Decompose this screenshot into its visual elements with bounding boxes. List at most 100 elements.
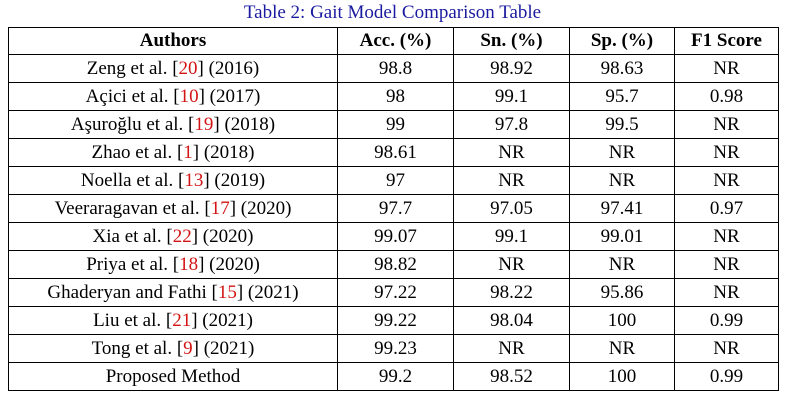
f1-score-cell: NR	[674, 110, 779, 139]
f1-score-cell: NR	[674, 250, 779, 279]
sensitivity-cell: NR	[453, 166, 570, 195]
sensitivity-cell: 98.92	[453, 54, 570, 83]
author-text: Xia et al. [	[92, 225, 173, 247]
author-cell: Noella et al. [13] (2019)	[8, 166, 338, 195]
header-authors: Authors	[8, 27, 338, 55]
table-row: Açici et al. [10] (2017) 98 99.1 95.7 0.98	[8, 82, 779, 111]
table-row: Ghaderyan and Fathi [15] (2021) 97.22 98.2…	[8, 278, 779, 307]
specificity-cell: NR	[569, 250, 675, 279]
author-cell: Zeng et al. [20] (2016)	[8, 54, 338, 83]
citation-link[interactable]: 1	[183, 141, 193, 163]
specificity-cell: 98.63	[569, 54, 675, 83]
author-year: ] (2020)	[191, 225, 254, 247]
specificity-cell: NR	[569, 166, 675, 195]
sensitivity-cell: NR	[453, 250, 570, 279]
citation-link[interactable]: 18	[179, 253, 199, 275]
comparison-table: Authors Acc. (%) Sn. (%) Sp. (%) F1 Scor…	[8, 27, 779, 391]
author-year: ] (2018)	[213, 113, 276, 135]
author-year: ] (2020)	[198, 253, 260, 275]
header-specificity: Sp. (%)	[569, 27, 675, 55]
author-year: ] (2016)	[197, 57, 260, 79]
citation-link[interactable]: 22	[172, 225, 192, 247]
accuracy-cell: 98	[337, 82, 454, 111]
author-year: ] (2020)	[229, 197, 292, 219]
accuracy-cell: 99.23	[337, 334, 454, 363]
sensitivity-cell: 98.52	[453, 362, 570, 391]
header-row: Authors Acc. (%) Sn. (%) Sp. (%) F1 Scor…	[8, 27, 779, 55]
table-row: Noella et al. [13] (2019) 97 NR NR NR	[8, 166, 779, 195]
accuracy-cell: 99.2	[337, 362, 454, 391]
table-row: Aşuroğlu et al. [19] (2018) 99 97.8 99.5 NR	[8, 110, 779, 139]
sensitivity-cell: 99.1	[453, 82, 570, 111]
author-year: ] (2019)	[203, 169, 266, 191]
sensitivity-cell: 99.1	[453, 222, 570, 251]
citation-link[interactable]: 15	[217, 281, 237, 303]
sensitivity-cell: 98.22	[453, 278, 570, 307]
author-year: ] (2021)	[191, 309, 253, 331]
specificity-cell: NR	[569, 334, 675, 363]
author-text: Proposed Method	[105, 365, 241, 387]
table-row: Tong et al. [9] (2021) 99.23 NR NR NR	[8, 334, 779, 363]
author-year: ] (2021)	[236, 281, 299, 303]
author-year: ] (2021)	[192, 337, 255, 359]
accuracy-cell: 97.22	[337, 278, 454, 307]
author-year: ] (2018)	[192, 141, 255, 163]
specificity-cell: 99.5	[569, 110, 675, 139]
citation-link[interactable]: 20	[178, 57, 198, 79]
author-cell: Proposed Method	[8, 362, 338, 391]
author-cell: Açici et al. [10] (2017)	[8, 82, 338, 111]
f1-score-cell: NR	[674, 166, 779, 195]
specificity-cell: 100	[569, 362, 675, 391]
citation-link[interactable]: 21	[172, 309, 192, 331]
accuracy-cell: 97	[337, 166, 454, 195]
table-row: Xia et al. [22] (2020) 99.07 99.1 99.01 NR	[8, 222, 779, 251]
citation-link[interactable]: 9	[183, 337, 193, 359]
accuracy-cell: 98.8	[337, 54, 454, 83]
author-text: Noella et al. [	[80, 169, 185, 191]
specificity-cell: 95.86	[569, 278, 675, 307]
accuracy-cell: 99.07	[337, 222, 454, 251]
table-caption: Table 2: Gait Model Comparison Table	[243, 2, 542, 23]
sensitivity-cell: NR	[453, 138, 570, 167]
author-cell: Xia et al. [22] (2020)	[8, 222, 338, 251]
author-text: Aşuroğlu et al. [	[70, 113, 195, 135]
f1-score-cell: NR	[674, 278, 779, 307]
table-row: Proposed Method 99.2 98.52 100 0.99	[8, 362, 779, 391]
sensitivity-cell: NR	[453, 334, 570, 363]
author-text: Liu et al. [	[93, 309, 173, 331]
specificity-cell: 100	[569, 306, 675, 335]
f1-score-cell: NR	[674, 334, 779, 363]
accuracy-cell: 97.7	[337, 194, 454, 223]
f1-score-cell: NR	[674, 138, 779, 167]
specificity-cell: 95.7	[569, 82, 675, 111]
specificity-cell: 99.01	[569, 222, 675, 251]
author-cell: Aşuroğlu et al. [19] (2018)	[8, 110, 338, 139]
author-text: Zhao et al. [	[91, 141, 184, 163]
citation-link[interactable]: 17	[210, 197, 230, 219]
table-row: Zhao et al. [1] (2018) 98.61 NR NR NR	[8, 138, 779, 167]
author-text: Ghaderyan and Fathi [	[47, 281, 218, 303]
accuracy-cell: 99	[337, 110, 454, 139]
f1-score-cell: NR	[674, 54, 779, 83]
specificity-cell: 97.41	[569, 194, 675, 223]
author-cell: Veeraragavan et al. [17] (2020)	[8, 194, 338, 223]
accuracy-cell: 99.22	[337, 306, 454, 335]
citation-link[interactable]: 10	[179, 85, 199, 107]
author-cell: Zhao et al. [1] (2018)	[8, 138, 338, 167]
table-body: Zeng et al. [20] (2016) 98.8 98.92 98.63 NR A…	[8, 54, 779, 391]
citation-link[interactable]: 19	[194, 113, 214, 135]
author-text: Veeraragavan et al. [	[54, 197, 211, 219]
f1-score-cell: 0.99	[674, 306, 779, 335]
sensitivity-cell: 97.05	[453, 194, 570, 223]
author-text: Tong et al. [	[91, 337, 184, 359]
author-text: Açici et al. [	[85, 85, 180, 107]
header-accuracy: Acc. (%)	[337, 27, 454, 55]
author-cell: Priya et al. [18] (2020)	[8, 250, 338, 279]
f1-score-cell: NR	[674, 222, 779, 251]
accuracy-cell: 98.82	[337, 250, 454, 279]
table-row: Liu et al. [21] (2021) 99.22 98.04 100 0.99	[8, 306, 779, 335]
table-row: Priya et al. [18] (2020) 98.82 NR NR NR	[8, 250, 779, 279]
citation-link[interactable]: 13	[184, 169, 204, 191]
table-row: Zeng et al. [20] (2016) 98.8 98.92 98.63 NR	[8, 54, 779, 83]
header-f1-score: F1 Score	[674, 27, 779, 55]
